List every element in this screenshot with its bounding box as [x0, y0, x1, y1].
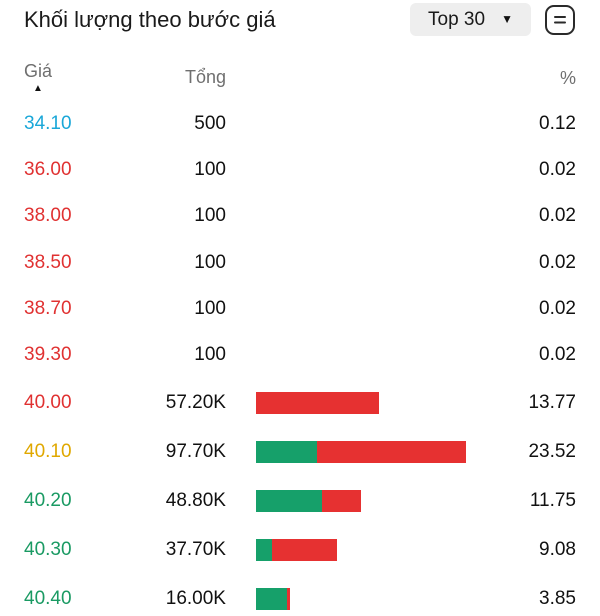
percent-cell: 13.77	[528, 392, 576, 413]
list-item[interactable]: 38.50 100 0.02	[0, 246, 600, 280]
sell-volume-segment	[322, 490, 361, 512]
price-cell: 39.30	[24, 344, 72, 365]
total-volume-cell: 100	[194, 205, 226, 226]
price-cell: 40.40	[24, 588, 72, 609]
column-header-percent[interactable]: %	[559, 68, 576, 88]
buy-volume-segment	[256, 539, 273, 561]
total-volume-cell: 100	[194, 252, 226, 273]
percent-cell: 23.52	[528, 441, 576, 462]
price-cell: 38.00	[24, 205, 72, 226]
volume-bar	[256, 539, 337, 561]
list-item[interactable]: 38.70 100 0.02	[0, 292, 600, 326]
percent-cell: 0.02	[539, 159, 576, 180]
percent-cell: 0.02	[539, 205, 576, 226]
volume-bar	[256, 441, 466, 463]
percent-cell: 0.02	[539, 344, 576, 365]
chevron-down-icon: ▼	[501, 12, 513, 26]
list-item[interactable]: 39.30 100 0.02	[0, 338, 600, 372]
column-header-price[interactable]: Giá	[24, 61, 53, 81]
price-cell: 36.00	[24, 159, 72, 180]
volume-bar	[256, 490, 361, 512]
sort-ascending-icon[interactable]: ▲	[33, 83, 43, 94]
top-filter-dropdown[interactable]: Top 30 ▼	[410, 3, 531, 36]
total-volume-cell: 16.00K	[165, 588, 226, 609]
total-volume-cell: 100	[194, 298, 226, 319]
top-filter-label: Top 30	[428, 8, 486, 30]
volume-bar	[256, 588, 290, 610]
percent-cell: 9.08	[539, 539, 576, 560]
total-volume-cell: 100	[194, 344, 226, 365]
sell-volume-segment	[256, 392, 379, 414]
sell-volume-segment	[316, 441, 466, 463]
list-item[interactable]: 40.40 16.00K 3.85	[0, 582, 600, 616]
list-item[interactable]: 38.00 100 0.02	[0, 199, 600, 233]
list-item[interactable]: 40.30 37.70K 9.08	[0, 533, 600, 567]
total-volume-cell: 48.80K	[165, 490, 226, 511]
list-item[interactable]: 40.20 48.80K 11.75	[0, 484, 600, 518]
percent-cell: 0.02	[539, 298, 576, 319]
page-title: Khối lượng theo bước giá	[24, 7, 276, 32]
percent-cell: 11.75	[529, 490, 576, 511]
percent-cell: 3.85	[539, 588, 576, 609]
price-cell: 40.20	[24, 490, 72, 511]
price-volume-list: 34.10 500 0.12 36.00 100 0.02 38.00 100 0.02 38.5…	[0, 107, 600, 610]
total-volume-cell: 37.70K	[165, 539, 226, 560]
percent-cell: 0.02	[539, 252, 576, 273]
list-item[interactable]: 40.10 97.70K 23.52	[0, 435, 600, 469]
price-cell: 40.00	[24, 392, 72, 413]
price-cell: 40.30	[24, 539, 72, 560]
buy-volume-segment	[256, 490, 323, 512]
total-volume-cell: 100	[194, 159, 226, 180]
percent-cell: 0.12	[539, 113, 576, 134]
menu-button[interactable]	[545, 5, 575, 35]
menu-icon	[554, 16, 566, 24]
buy-volume-segment	[256, 441, 317, 463]
volume-bar	[256, 392, 379, 414]
buy-volume-segment	[256, 588, 288, 610]
column-header-total[interactable]: Tổng	[184, 67, 226, 87]
list-item[interactable]: 40.00 57.20K 13.77	[0, 386, 600, 420]
list-item[interactable]: 36.00 100 0.02	[0, 153, 600, 187]
price-cell: 38.70	[24, 298, 72, 319]
price-cell: 40.10	[24, 441, 72, 462]
price-cell: 34.10	[24, 113, 72, 134]
price-cell: 38.50	[24, 252, 72, 273]
total-volume-cell: 57.20K	[165, 392, 226, 413]
sell-volume-segment	[287, 588, 290, 610]
sell-volume-segment	[272, 539, 337, 561]
total-volume-cell: 97.70K	[165, 441, 226, 462]
total-volume-cell: 500	[194, 113, 226, 134]
list-item[interactable]: 34.10 500 0.12	[0, 107, 600, 141]
